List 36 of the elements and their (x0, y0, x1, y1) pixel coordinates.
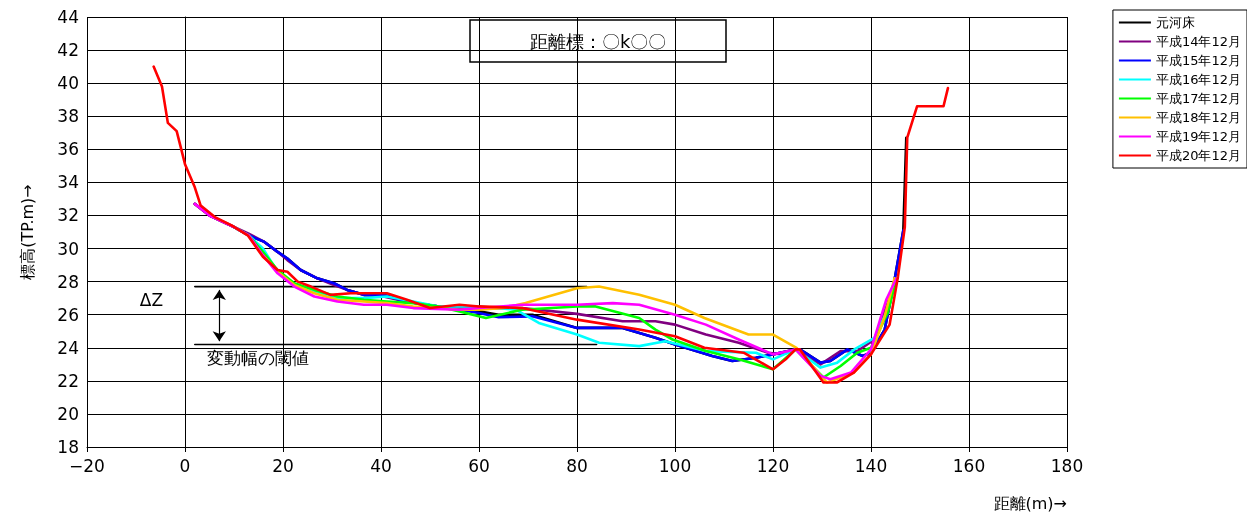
legend-label: 平成18年12月 (1155, 110, 1242, 125)
y-tick-label: 32 (57, 205, 79, 226)
legend-label: 平成15年12月 (1155, 53, 1242, 68)
x-axis-title: 距離(m)→ (993, 493, 1067, 513)
y-tick-label: 26 (57, 304, 79, 325)
x-tick-label: 120 (756, 455, 790, 476)
legend-label: 平成16年12月 (1155, 72, 1242, 87)
legend-label: 平成19年12月 (1155, 129, 1242, 144)
y-tick-label: 40 (57, 73, 79, 94)
x-tick-label: 0 (179, 455, 191, 476)
y-tick-label: 18 (57, 437, 79, 457)
annotation: ΔZ (139, 290, 164, 311)
y-tick-label: 22 (57, 370, 79, 391)
y-tick-label: 36 (57, 139, 79, 160)
y-tick-label: 24 (57, 337, 79, 358)
y-axis-title: 標高(TP.m)→ (17, 184, 37, 280)
y-tick-label: 38 (57, 106, 79, 127)
legend-label: 平成20年12月 (1155, 148, 1242, 163)
y-tick-label: 20 (57, 403, 79, 424)
x-tick-label: 80 (566, 455, 588, 476)
x-tick-label: 160 (952, 455, 986, 476)
y-tick-label: 30 (57, 238, 79, 259)
y-tick-label: 34 (57, 172, 79, 193)
x-tick-label: 60 (468, 455, 490, 476)
x-tick-label: 40 (370, 455, 392, 476)
y-tick-label: 44 (57, 7, 79, 27)
x-tick-label: 100 (658, 455, 692, 476)
y-tick-label: 28 (57, 271, 79, 292)
x-tick-label: 20 (272, 455, 294, 476)
x-tick-label: 180 (1050, 455, 1084, 476)
y-tick-label: 42 (57, 40, 79, 61)
legend-label: 平成17年12月 (1155, 91, 1242, 106)
legend-label: 元河床 (1155, 15, 1195, 30)
legend-label: 平成14年12月 (1155, 34, 1242, 49)
x-tick-label: −20 (69, 455, 105, 476)
x-tick-label: 140 (854, 455, 888, 476)
